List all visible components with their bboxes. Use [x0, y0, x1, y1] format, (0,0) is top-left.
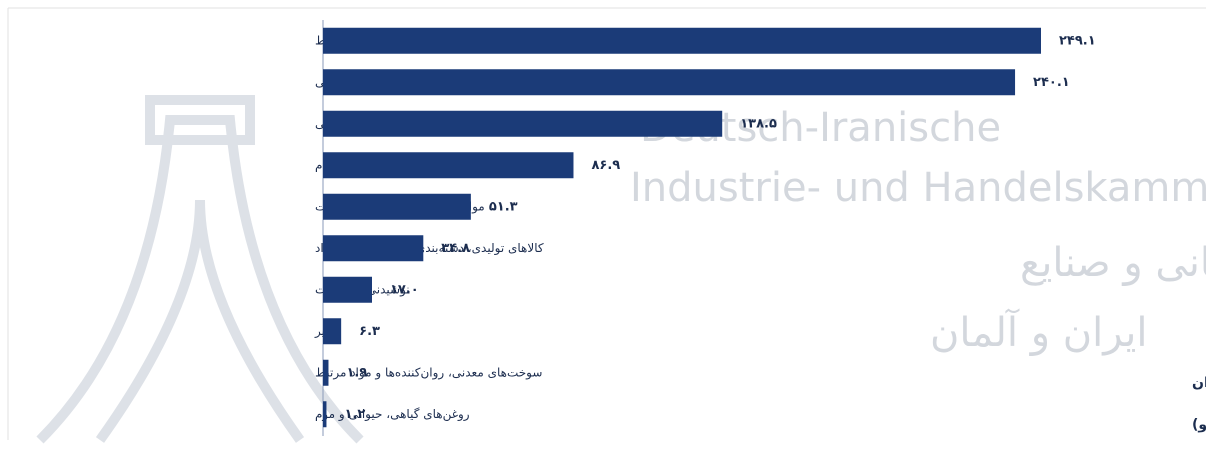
value-label: ۱۷.۰ [390, 282, 419, 297]
value-label: ۱.۹ [346, 365, 367, 380]
bar [323, 235, 424, 262]
chart-subtitle: ژانویه تا مارس ۲۰۲۵ (میلیون یورو) [1192, 417, 1206, 433]
value-label: ۳۴.۸ [441, 241, 470, 256]
bar [323, 152, 574, 179]
value-label: ۲۴۰.۱ [1033, 75, 1070, 90]
bar [323, 359, 329, 386]
value-label: ۸۶.۹ [591, 158, 620, 173]
watermark-text: Industrie- und Handelskammer [630, 165, 1206, 211]
bar [323, 318, 342, 345]
value-label: ۱۳۸.۵ [740, 116, 777, 131]
category-label: روغن‌های گیاهی، حیوانی و موم [315, 407, 470, 422]
bar [323, 110, 723, 137]
bar [323, 27, 1041, 54]
value-label: ۶.۳ [359, 324, 380, 339]
value-label: ۱.۲ [344, 407, 365, 422]
watermark-text: ایران و آلمان [930, 308, 1148, 356]
bar [323, 276, 373, 303]
bar [323, 401, 327, 428]
watermark-tower [36, 95, 364, 444]
value-label: ۲۴۹.۱ [1059, 33, 1096, 48]
bar [323, 193, 471, 220]
bar [323, 69, 1016, 96]
chart-title: صادرات اروپا به ایران [1192, 375, 1206, 391]
value-label: ۵۱.۳ [489, 199, 518, 214]
category-label: سوخت‌های معدنی، روان‌کننده‌ها و مواد مرت… [315, 365, 542, 380]
watermark-text: اتاق بازرگانی و صنایع [1020, 240, 1206, 286]
